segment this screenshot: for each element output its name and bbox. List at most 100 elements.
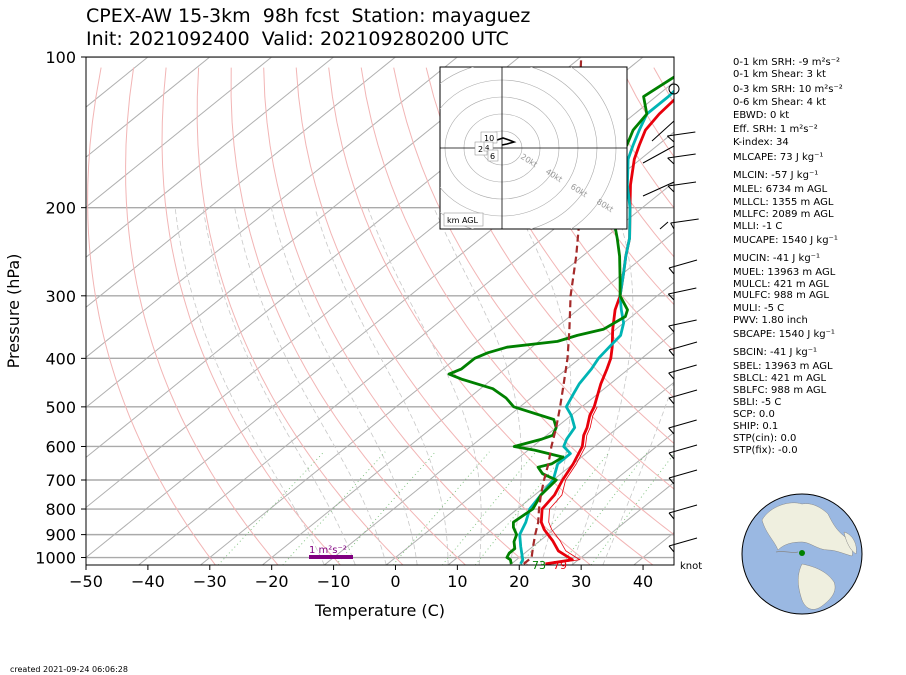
y-tick-label: 300 [45,287,76,306]
x-tick-label: −20 [255,572,289,591]
wind-barb-flag [667,181,697,187]
y-tick-label: 700 [45,471,76,490]
isotherm [86,57,396,308]
index-value: MULFC: 988 m AGL [733,290,829,301]
wind-barb-upper [651,120,675,142]
dry-adiabat [263,67,529,565]
isotherm [324,281,674,565]
moist-adiabat [571,207,634,565]
index-value: MULCL: 421 m AGL [733,279,829,290]
mixing-ratio-line [441,451,537,565]
x-tick-label: 40 [633,572,653,591]
x-tick-label: −40 [131,572,165,591]
y-tick-label: 1000 [35,549,76,568]
dry-adiabat [849,68,906,565]
wind-barb-flag [668,364,697,374]
index-value: STP(fix): -0.0 [733,445,798,456]
index-value: SBLI: -5 C [733,397,782,408]
wind-barb-flag [668,469,698,479]
wind-barb-staff [667,293,675,301]
dry-adiabat [328,67,654,565]
hodograph-height-label: 2 [478,145,483,154]
index-value: 0-6 km Shear: 4 kt [733,97,826,108]
y-tick-label: 200 [45,199,76,218]
wind-barb-upper [642,181,675,197]
dry-adiabat [523,67,674,306]
wind-barb-flag [668,341,698,351]
wind-barb-staff [668,397,675,405]
moist-adiabat [602,380,674,565]
dry-adiabat [161,67,341,565]
chart-title-line1: CPEX-AW 15-3km 98h fcst Station: mayague… [86,5,531,27]
dry-adiabat [125,67,279,565]
wind-barb-staff [668,267,675,275]
index-value: MUEL: 13963 m AGL [733,267,836,278]
temperature-line [539,98,674,565]
wind-barb-upper [642,145,675,164]
dry-adiabat [87,67,216,565]
wind-barb-staff [668,477,675,485]
north-america-land [761,502,853,557]
dry-adiabat [490,67,674,353]
moist-adiabat [433,207,522,565]
index-value: 0-1 km SRH: -9 m²s⁻² [733,57,840,68]
index-value: MLLI: -1 C [733,221,783,232]
wind-barb-flag [668,319,697,327]
moist-adiabat [174,207,325,565]
mixing-ratio-line [282,451,386,565]
virtual-temperature-line [548,406,598,565]
south-america-land [798,563,836,610]
plot-frame [85,56,675,566]
wind-barb-staff [670,222,675,230]
index-value: SBCIN: -41 J kg⁻¹ [733,347,818,358]
hodograph-height-label: 10 [484,134,494,143]
dry-adiabat [458,67,674,399]
x-tick-label: 30 [571,572,591,591]
europe-africa-land [843,531,857,555]
index-value: EBWD: 0 kt [733,110,790,121]
y-tick-label: 600 [45,437,76,456]
isotherm [86,57,211,158]
x-tick-label: 0 [390,572,400,591]
hodograph-inset: 20kt 40kt 60kt 80kt 10 2 4 6 km AGL [439,66,628,230]
wind-barb-flag [667,153,696,159]
calm-wind-circle [668,83,680,95]
wind-barb-flag [670,218,699,224]
moist-adiabat [202,207,356,565]
index-value: SBCAPE: 1540 J kg⁻¹ [733,329,835,340]
dry-adiabat [425,67,674,445]
index-value: MLEL: 6734 m AGL [733,184,828,195]
index-value: PWV: 1.80 inch [733,315,808,326]
wind-barb-flag [668,389,698,399]
wind-barb-flag [668,259,698,269]
wind-barbs [642,83,699,553]
srh-bar-label: 1 m²s⁻² [309,545,347,556]
isotherm [262,231,674,565]
wind-barb-staff [666,135,675,143]
y-axis-label: Pressure (hPa) [4,254,23,369]
y-tick-label: 400 [45,349,76,368]
index-value: SBLFC: 988 m AGL [733,385,827,396]
x-tick-label: 20 [509,572,529,591]
created-timestamp: created 2021-09-24 06:06:28 [10,665,128,674]
index-value: MUCAPE: 1540 J kg⁻¹ [733,235,838,246]
x-axis: −50 −40 −30 −20 −10 0 10 20 30 40 [69,565,653,591]
surface-dewpoint-label: 73 [532,559,546,572]
dry-adiabat [393,67,674,490]
index-value: SHIP: 0.1 [733,421,779,432]
wind-barb-flag [668,504,698,514]
wind-barb-flag [668,444,698,454]
wind-barb-staff [667,185,675,193]
wind-barb-flag [667,131,696,137]
wind-barb-upper [659,221,669,230]
isotherm [385,331,674,565]
chart-title-line2: Init: 2021092400 Valid: 202109280200 UTC [86,28,509,50]
mixing-ratio-line [335,451,436,565]
caribbean-islands [775,551,799,553]
hodograph-trace [496,137,517,146]
y-tick-label: 100 [45,48,76,67]
hodograph-height-label: 6 [490,152,495,161]
x-tick-label: 10 [447,572,467,591]
index-value: MLLCL: 1355 m AGL [733,197,834,208]
